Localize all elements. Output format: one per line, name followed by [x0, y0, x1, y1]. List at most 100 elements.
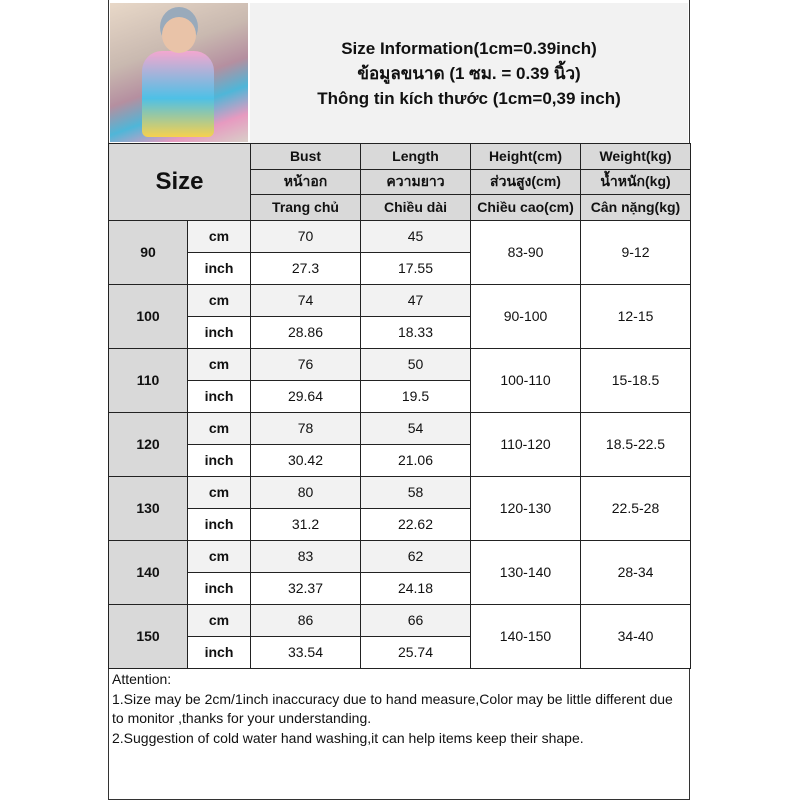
table-row-cm: 130 cm 80 58 120-130 22.5-28	[108, 475, 691, 541]
unit-inch: inch	[187, 315, 251, 349]
length-inch: 22.62	[360, 507, 471, 541]
table-row-inch: inch 29.64 19.5	[109, 379, 691, 413]
height-range: 90-100	[470, 283, 581, 349]
length-cm: 54	[360, 411, 471, 445]
bust-inch: 29.64	[250, 379, 361, 413]
table-row-cm: 110 cm 76 50 100-110 15-18.5	[108, 347, 691, 413]
unit-inch: inch	[187, 443, 251, 477]
length-inch: 18.33	[360, 315, 471, 349]
size-value: 120	[108, 411, 188, 477]
header-height-vi: Chiều cao(cm)	[470, 194, 581, 221]
length-cm: 62	[360, 539, 471, 573]
weight-range: 9-12	[580, 219, 691, 285]
length-cm: 58	[360, 475, 471, 509]
bust-inch: 33.54	[250, 635, 361, 669]
height-range: 83-90	[470, 219, 581, 285]
length-cm: 66	[360, 603, 471, 637]
header-bust: Bust	[250, 143, 361, 170]
unit-cm: cm	[187, 411, 251, 445]
size-table: Size Bust Length Height(cm) Weight(kg) ห…	[108, 143, 691, 669]
header-weight: Weight(kg)	[580, 143, 691, 170]
header-bust-vi: Trang chủ	[250, 194, 361, 221]
length-inch: 17.55	[360, 251, 471, 285]
height-range: 120-130	[470, 475, 581, 541]
size-value: 150	[108, 603, 188, 669]
header-weight-thai: น้ำหนัก(kg)	[580, 168, 691, 195]
size-value: 130	[108, 475, 188, 541]
height-range: 100-110	[470, 347, 581, 413]
header-weight-vi: Cân nặng(kg)	[580, 194, 691, 221]
bust-cm: 70	[250, 219, 361, 253]
length-inch: 24.18	[360, 571, 471, 605]
bust-inch: 27.3	[250, 251, 361, 285]
height-range: 140-150	[470, 603, 581, 669]
height-range: 110-120	[470, 411, 581, 477]
header-length-vi: Chiều dài	[360, 194, 471, 221]
bust-inch: 32.37	[250, 571, 361, 605]
table-row-inch: inch 30.42 21.06	[109, 443, 691, 477]
header-row-vietnamese: Trang chủ Chiều dài Chiều cao(cm) Cân nặ…	[109, 194, 691, 221]
weight-range: 28-34	[580, 539, 691, 605]
unit-cm: cm	[187, 347, 251, 381]
table-row-cm: 150 cm 86 66 140-150 34-40	[108, 603, 691, 669]
weight-range: 15-18.5	[580, 347, 691, 413]
unit-inch: inch	[187, 251, 251, 285]
unit-cm: cm	[187, 475, 251, 509]
size-header: Size	[108, 143, 251, 221]
size-info-title: Size Information(1cm=0.39inch) ข้อมูลขนา…	[250, 3, 688, 143]
title-vietnamese: Thông tin kích thước (1cm=0,39 inch)	[317, 88, 621, 108]
header-bust-thai: หน้าอก	[250, 168, 361, 195]
bust-inch: 28.86	[250, 315, 361, 349]
size-value: 140	[108, 539, 188, 605]
size-value: 90	[108, 219, 188, 285]
table-row-inch: inch 33.54 25.74	[109, 635, 691, 669]
bust-cm: 80	[250, 475, 361, 509]
table-row-cm: 90 cm 70 45 83-90 9-12	[108, 219, 691, 285]
unit-inch: inch	[187, 379, 251, 413]
header-row: Size Bust Length Height(cm) Weight(kg)	[108, 143, 691, 221]
note-2: 2.Suggestion of cold water hand washing,…	[112, 729, 584, 746]
header-height-thai: ส่วนสูง(cm)	[470, 168, 581, 195]
bust-cm: 76	[250, 347, 361, 381]
note-1: 1.Size may be 2cm/1inch inaccuracy due t…	[112, 690, 673, 727]
length-inch: 21.06	[360, 443, 471, 477]
title-english: Size Information(1cm=0.39inch)	[341, 38, 597, 58]
bust-cm: 78	[250, 411, 361, 445]
table-row-cm: 100 cm 74 47 90-100 12-15	[108, 283, 691, 349]
bust-cm: 86	[250, 603, 361, 637]
unit-inch: inch	[187, 571, 251, 605]
title-thai: ข้อมูลขนาด (1 ซม. = 0.39 นิ้ว)	[357, 63, 581, 83]
size-value: 110	[108, 347, 188, 413]
unit-cm: cm	[187, 219, 251, 253]
bust-inch: 31.2	[250, 507, 361, 541]
unit-cm: cm	[187, 283, 251, 317]
bust-inch: 30.42	[250, 443, 361, 477]
product-photo	[110, 3, 248, 142]
header-height: Height(cm)	[470, 143, 581, 170]
unit-cm: cm	[187, 539, 251, 573]
bust-cm: 74	[250, 283, 361, 317]
attention-notes: Attention: 1.Size may be 2cm/1inch inacc…	[112, 670, 688, 748]
unit-inch: inch	[187, 507, 251, 541]
weight-range: 18.5-22.5	[580, 411, 691, 477]
length-inch: 19.5	[360, 379, 471, 413]
header-length: Length	[360, 143, 471, 170]
length-inch: 25.74	[360, 635, 471, 669]
header-length-thai: ความยาว	[360, 168, 471, 195]
table-row-inch: inch 32.37 24.18	[109, 571, 691, 605]
unit-inch: inch	[187, 635, 251, 669]
weight-range: 12-15	[580, 283, 691, 349]
table-row-cm: 120 cm 78 54 110-120 18.5-22.5	[108, 411, 691, 477]
size-value: 100	[108, 283, 188, 349]
weight-range: 22.5-28	[580, 475, 691, 541]
length-cm: 50	[360, 347, 471, 381]
table-row-cm: 140 cm 83 62 130-140 28-34	[108, 539, 691, 605]
table-row-inch: inch 28.86 18.33	[109, 315, 691, 349]
length-cm: 47	[360, 283, 471, 317]
length-cm: 45	[360, 219, 471, 253]
height-range: 130-140	[470, 539, 581, 605]
notes-heading: Attention:	[112, 671, 172, 687]
weight-range: 34-40	[580, 603, 691, 669]
unit-cm: cm	[187, 603, 251, 637]
table-row-inch: inch 31.2 22.62	[109, 507, 691, 541]
